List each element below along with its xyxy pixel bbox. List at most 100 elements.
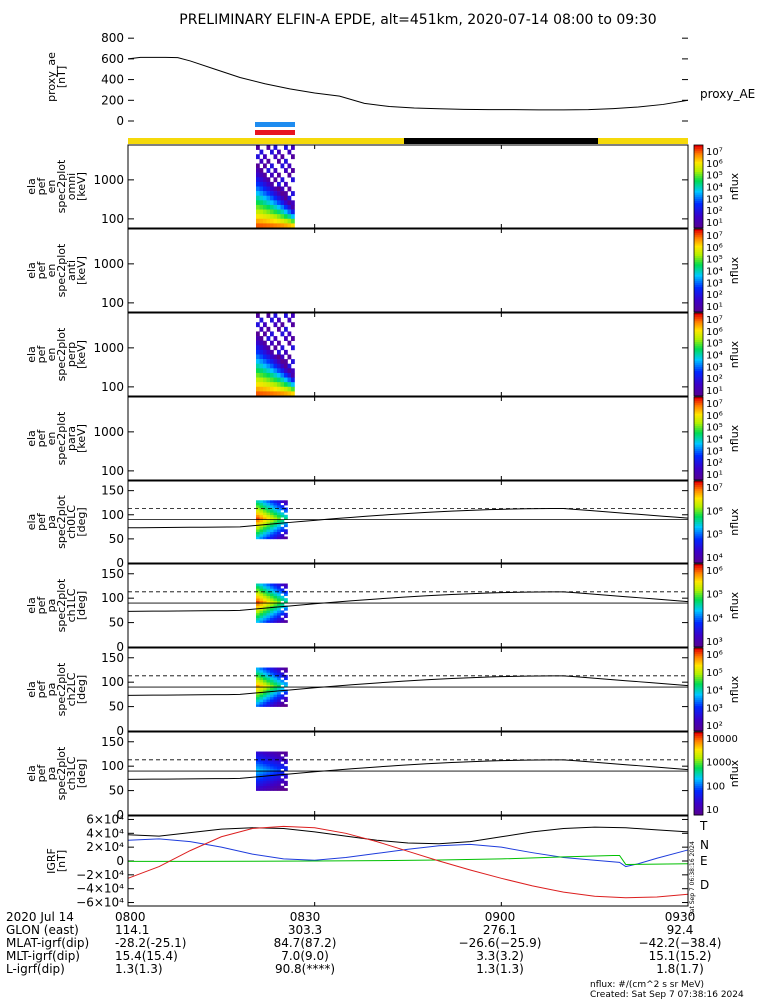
- spectrogram-cell: [266, 766, 271, 769]
- spectrogram-cell: [273, 531, 278, 535]
- spectrogram-cell: [273, 780, 278, 784]
- spectrogram-cell: [277, 699, 281, 703]
- colorbar-swatch: [694, 313, 703, 316]
- colorbar-tick-label: 10⁷: [706, 399, 723, 410]
- spectrogram-cell: [287, 186, 292, 192]
- spectrogram-cell: [263, 672, 267, 676]
- colorbar-swatch: [694, 765, 703, 768]
- spectrogram-cell: [291, 177, 295, 183]
- y-tick-label: 100: [101, 591, 124, 605]
- spectrogram-cell: [259, 763, 264, 767]
- spectrogram-cell: [266, 669, 271, 673]
- x-axis-row-value: 15.4(15.4): [115, 949, 178, 963]
- spectrogram-cell: [256, 509, 260, 513]
- spectrogram-cell: [256, 766, 260, 769]
- spectrogram-cell: [280, 534, 285, 537]
- colorbar-swatch: [694, 272, 703, 276]
- colorbar-frame: [693, 563, 704, 648]
- spectrogram-cell: [277, 607, 281, 611]
- spectrogram-cell: [277, 603, 281, 606]
- y-axis-label-line: [deg]: [75, 591, 88, 620]
- spectrogram-cell: [259, 514, 264, 518]
- spectrogram-cell: [273, 191, 278, 197]
- colorbar-swatch: [694, 327, 703, 331]
- x-axis-row-value: 0800: [115, 910, 146, 924]
- colorbar-swatch: [694, 810, 703, 814]
- spectrogram-cell: [270, 684, 274, 688]
- spectrogram-cell: [270, 603, 274, 606]
- colorbar-swatch: [694, 679, 703, 682]
- y-tick-label: 0: [116, 854, 124, 868]
- spectrogram-cell: [270, 517, 274, 520]
- spectrogram-cell: [266, 585, 271, 589]
- spectrogram-cell: [284, 607, 288, 611]
- spectrogram-cell: [266, 598, 271, 601]
- spectrogram-cell: [291, 382, 295, 388]
- colorbar-swatch: [694, 243, 703, 247]
- colorbar-swatch: [694, 253, 703, 257]
- colorbar-swatch: [694, 323, 703, 326]
- spectrogram-cell: [291, 386, 295, 392]
- y-tick-label: 6×10⁴: [86, 812, 124, 826]
- colorbar-swatch: [694, 800, 703, 804]
- proxy-ae-series-label: proxy_AE: [700, 87, 755, 101]
- colorbar-tick-label: 10²: [706, 290, 723, 301]
- spectrogram-cell: [273, 500, 278, 504]
- spectrogram-cell: [266, 186, 271, 192]
- proxy-ae-ylabel: proxy_ae[nT]: [45, 52, 68, 102]
- spectrogram-cell: [284, 761, 288, 765]
- y-tick-label: 100: [101, 212, 124, 226]
- colorbar-swatch: [694, 509, 703, 513]
- spectrogram-cell: [263, 536, 267, 540]
- spectrogram-cell: [266, 612, 271, 616]
- spectrogram-cell: [266, 377, 271, 383]
- colorbar-swatch: [694, 758, 703, 762]
- spectrogram-cell: [259, 181, 264, 187]
- spectrogram-cell: [259, 617, 264, 621]
- spectrogram-cell: [263, 598, 267, 601]
- spectrogram-cell: [266, 391, 271, 397]
- y-tick-label: 150: [101, 651, 124, 665]
- spectrogram-cell: [291, 204, 295, 210]
- spectrogram-cell: [256, 500, 260, 504]
- y-axis-label-line: pef: [35, 680, 48, 699]
- spectrogram-cell: [266, 372, 271, 378]
- spectrogram-cell: [277, 526, 281, 530]
- spectrogram-cell: [277, 186, 281, 192]
- spectrogram-cell: [280, 687, 285, 690]
- colorbar-swatch: [694, 632, 703, 636]
- colorbar-swatch: [694, 405, 703, 408]
- colorbar-tick-label: 10³: [706, 446, 723, 457]
- spectrogram-cell: [259, 689, 264, 693]
- spectrogram-cell: [266, 359, 271, 365]
- x-axis-row-value: 0830: [290, 910, 321, 924]
- pa_ch3-frame: [127, 731, 689, 816]
- colorbar-frame: [693, 480, 704, 564]
- colorbar-swatch: [694, 712, 703, 715]
- colorbar-swatch: [694, 693, 703, 697]
- spectrogram-cell: [277, 585, 281, 589]
- colorbar-swatch: [694, 720, 703, 724]
- spectrogram-cell: [280, 204, 285, 210]
- spectrogram-cell: [273, 704, 278, 707]
- spectrogram-cell: [280, 766, 285, 769]
- spectrogram-cell: [273, 672, 278, 676]
- spectrogram-cell: [266, 615, 271, 619]
- y-tick-label: 50: [109, 784, 124, 798]
- spectrogram-cell: [256, 200, 260, 206]
- colorbar-swatch: [694, 738, 703, 741]
- spectrogram-cell: [263, 363, 267, 369]
- y-axis-label-line: ela: [25, 430, 38, 447]
- spectrogram-cell: [277, 593, 281, 597]
- spectrogram-cell: [287, 382, 292, 388]
- spectrogram-cell: [263, 512, 267, 516]
- spectrogram-cell: [263, 600, 267, 604]
- spectrogram-cell: [259, 687, 264, 690]
- x-axis-row-value: 7.0(9.0): [281, 949, 329, 963]
- spectrogram-cell: [266, 701, 271, 705]
- spectrogram-cell: [266, 191, 271, 197]
- spectrogram-cell: [291, 377, 295, 383]
- colorbar-swatch: [694, 411, 703, 415]
- status-bar-eclipse: [404, 138, 598, 144]
- spectrogram-cell: [259, 751, 264, 755]
